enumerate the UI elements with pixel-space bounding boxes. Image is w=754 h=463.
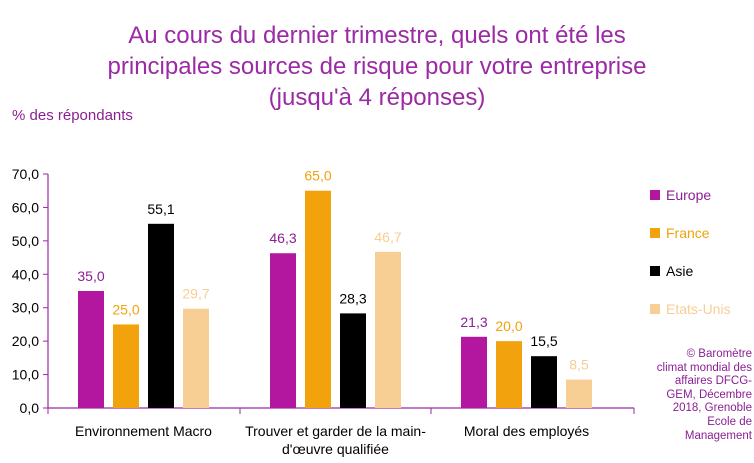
x-category-label: Environnement Macro — [75, 423, 212, 439]
x-category-label: Trouver et garder de la main- — [245, 423, 426, 439]
bar-france — [305, 190, 331, 408]
source-note-line: GEM, Décembre — [666, 388, 752, 401]
bar-asie — [148, 223, 174, 408]
legend-swatch — [650, 266, 660, 276]
y-tick-label: 60,0 — [12, 199, 39, 215]
chart-title: Au cours du dernier trimestre, quels ont… — [0, 20, 754, 113]
data-label: 65,0 — [304, 168, 331, 184]
chart-title-line: (jusqu'à 4 réponses) — [268, 84, 486, 111]
bar-etats-unis — [566, 379, 592, 408]
data-label: 28,3 — [339, 290, 366, 306]
source-note-line: affaires DFCG- — [674, 375, 752, 388]
bar-france — [496, 341, 522, 408]
chart-title-line: Au cours du dernier trimestre, quels ont… — [128, 22, 626, 49]
x-category-label: Moral des employés — [464, 423, 589, 439]
data-label: 46,3 — [269, 230, 296, 246]
data-label: 25,0 — [112, 301, 139, 317]
data-label: 29,7 — [182, 286, 209, 302]
source-note-line: Ecole de — [707, 415, 752, 428]
y-tick-label: 10,0 — [12, 367, 39, 383]
data-label: 35,0 — [77, 268, 104, 284]
y-tick-label: 20,0 — [12, 333, 39, 349]
bar-asie — [340, 313, 366, 408]
data-label: 8,5 — [569, 357, 589, 373]
source-note-line: climat mondial des — [656, 361, 752, 374]
x-category-label: d'œuvre qualifiée — [282, 441, 389, 457]
chart-title-line: principales sources de risque pour votre… — [107, 53, 647, 80]
data-label: 55,1 — [147, 201, 174, 217]
y-tick-label: 50,0 — [12, 233, 39, 249]
legend-swatch — [650, 228, 660, 238]
bar-france — [113, 324, 139, 408]
bar-europe — [270, 253, 296, 408]
data-label: 20,0 — [495, 318, 522, 334]
legend-label: Etats-Unis — [666, 301, 731, 317]
source-note-line: © Baromètre — [686, 348, 752, 360]
legend-swatch — [650, 190, 660, 200]
y-tick-label: 0,0 — [20, 400, 40, 416]
y-tick-label: 70,0 — [12, 166, 39, 182]
y-tick-label: 40,0 — [12, 266, 39, 282]
data-label: 15,5 — [530, 333, 557, 349]
y-tick-label: 30,0 — [12, 300, 39, 316]
source-note: © Baromètre climat mondial des affaires … — [622, 348, 752, 443]
source-note-line: 2018, Grenoble — [672, 402, 752, 415]
y-axis-label: % des répondants — [12, 107, 133, 124]
data-label: 46,7 — [374, 229, 401, 245]
legend-label: Europe — [666, 187, 712, 203]
bar-europe — [461, 336, 487, 408]
bar-etats-unis — [375, 251, 401, 408]
legend-label: Asie — [666, 263, 694, 279]
bar-europe — [78, 291, 104, 408]
legend-swatch — [650, 304, 660, 314]
data-label: 21,3 — [460, 314, 487, 330]
source-note-line: Management — [684, 429, 752, 442]
legend-label: France — [666, 225, 710, 241]
bar-asie — [531, 356, 557, 408]
bar-etats-unis — [183, 308, 209, 408]
